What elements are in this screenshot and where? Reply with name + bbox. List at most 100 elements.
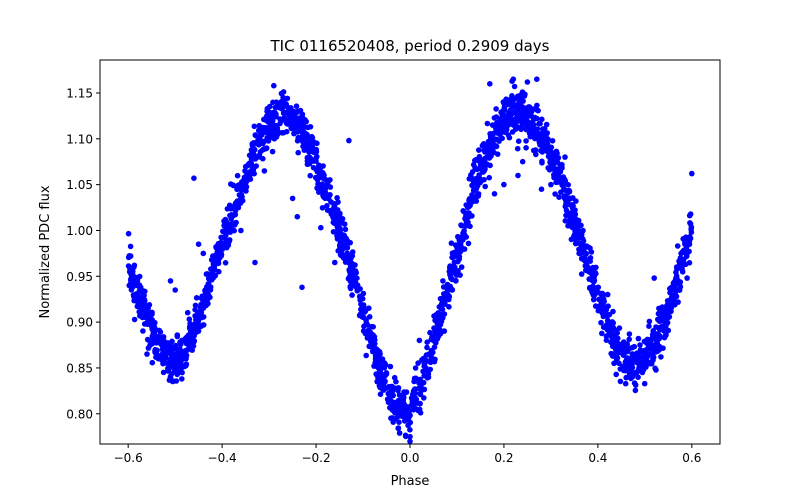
data-point (389, 388, 395, 395)
data-point (307, 172, 314, 179)
data-point (682, 241, 688, 247)
outlier-point (261, 168, 268, 174)
data-point (547, 159, 553, 166)
data-point (256, 154, 263, 160)
data-point (659, 317, 666, 324)
data-point (290, 110, 296, 116)
data-point (604, 291, 611, 298)
data-point (629, 344, 635, 351)
data-point (649, 331, 656, 338)
data-point (606, 321, 612, 328)
data-point (223, 237, 229, 243)
y-tick-label: 0.85 (66, 361, 93, 375)
data-point (363, 352, 370, 359)
data-point (650, 354, 657, 361)
data-point (380, 380, 387, 387)
data-point (324, 207, 331, 213)
data-point (312, 157, 318, 163)
data-point (183, 361, 190, 368)
data-point (328, 199, 334, 205)
data-point (543, 121, 550, 128)
outlier-point (501, 181, 507, 188)
data-point (387, 397, 394, 404)
data-point (239, 197, 246, 204)
data-point (167, 356, 173, 363)
data-point (147, 342, 153, 349)
data-point (212, 261, 218, 267)
data-point (663, 332, 669, 339)
data-point (421, 360, 427, 366)
data-point (349, 292, 355, 298)
data-point (679, 266, 685, 273)
data-point (416, 406, 423, 413)
data-point (471, 186, 477, 192)
data-point (244, 162, 251, 169)
data-point (603, 337, 610, 344)
data-point (521, 110, 528, 116)
data-point (174, 347, 181, 353)
outlier-point (487, 81, 493, 87)
data-point (600, 296, 606, 302)
data-point (380, 387, 387, 393)
data-point (233, 205, 239, 212)
outlier-point (407, 438, 413, 445)
y-tick-label: 0.90 (66, 316, 93, 330)
data-point (441, 328, 448, 334)
data-point (449, 254, 455, 261)
data-point (415, 385, 422, 392)
data-point (142, 288, 148, 295)
data-point (400, 396, 407, 403)
outlier-point (674, 287, 681, 293)
data-point (438, 314, 444, 321)
data-point (484, 120, 491, 127)
data-point (155, 338, 161, 344)
data-point (512, 109, 518, 115)
data-point (125, 254, 132, 261)
data-point (589, 277, 595, 283)
data-point (127, 269, 133, 275)
data-point (479, 142, 486, 149)
data-point (580, 238, 587, 244)
data-point (520, 115, 527, 121)
data-point (266, 133, 272, 140)
data-point (520, 98, 526, 104)
data-point (269, 148, 276, 155)
data-point (598, 308, 605, 314)
data-point (552, 158, 558, 165)
outlier-point (332, 259, 338, 266)
data-point (639, 369, 646, 376)
data-point (677, 255, 684, 261)
data-point (141, 292, 147, 299)
data-point (192, 306, 198, 313)
outlier-point (632, 351, 639, 358)
data-point (179, 376, 185, 382)
data-point (620, 363, 626, 370)
data-point (174, 332, 181, 338)
data-point (515, 138, 522, 144)
data-point (487, 143, 494, 150)
data-point (131, 316, 138, 323)
data-point (233, 199, 240, 206)
data-point (251, 123, 258, 130)
x-tick-label: 0.0 (400, 451, 419, 465)
outlier-point (167, 278, 174, 284)
data-point (138, 310, 145, 317)
data-point (125, 230, 132, 237)
data-point (641, 380, 648, 387)
chart-title: TIC 0116520408, period 0.2909 days (269, 37, 549, 55)
data-point (228, 181, 234, 187)
data-point (561, 195, 568, 201)
data-point (457, 272, 463, 278)
data-point (534, 107, 541, 113)
data-point (186, 316, 193, 323)
data-point (578, 271, 585, 277)
data-point (290, 125, 297, 132)
data-point (635, 335, 642, 342)
data-point (381, 360, 388, 366)
data-point (610, 324, 617, 331)
data-point (224, 206, 231, 212)
data-point (154, 353, 160, 359)
data-point (329, 209, 336, 216)
data-point (205, 300, 211, 307)
data-point (626, 331, 633, 337)
